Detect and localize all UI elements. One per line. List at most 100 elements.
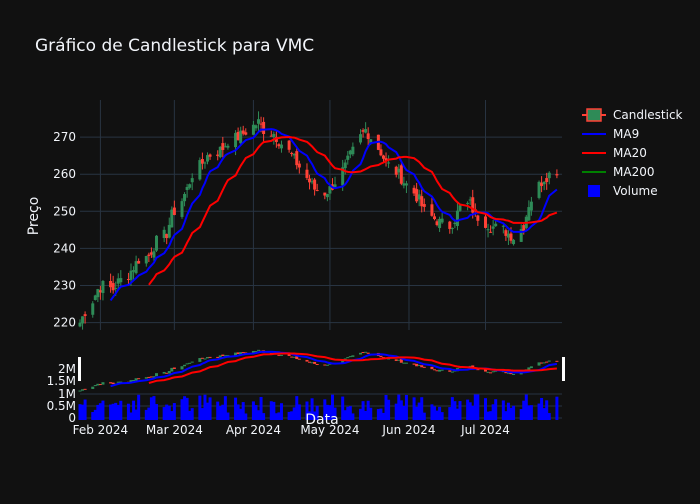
volume-bar [200, 408, 204, 420]
chart-title: Gráfico de Candlestick para VMC [35, 36, 314, 56]
volume-bar [165, 404, 169, 420]
overview-candle [527, 367, 531, 371]
overview-candle [109, 382, 113, 384]
overview-candle [430, 366, 434, 370]
candle-up [190, 178, 194, 183]
volume-bar [272, 401, 276, 420]
candle-down [471, 197, 475, 213]
candle-up [387, 162, 391, 164]
candle-up [450, 228, 454, 230]
overview-candle [221, 354, 225, 356]
y-tick-label: 220 [53, 316, 76, 330]
candle-down [297, 163, 301, 168]
candle-up [325, 194, 329, 198]
y-tick-label: 260 [53, 167, 76, 181]
candle-up [223, 146, 227, 148]
x-tick-label: Mar 2024 [146, 423, 203, 437]
overview-candle [96, 383, 100, 386]
volume-bar [279, 403, 283, 420]
candle-up [506, 233, 510, 238]
volume-bar [440, 412, 444, 420]
volume-bar [180, 399, 184, 420]
volume-bar [315, 405, 319, 420]
volume-bar [188, 410, 192, 420]
volume-bar [402, 405, 406, 420]
volume-bar [473, 394, 477, 420]
candle-down [241, 130, 245, 134]
candle-down [415, 189, 419, 202]
candle-up [486, 229, 490, 231]
candle-down [430, 204, 434, 216]
volume-bar [476, 394, 480, 420]
range-handle-right[interactable] [562, 357, 565, 381]
overview-candle [420, 365, 424, 368]
volume-bar [132, 400, 136, 420]
volume-bar [241, 402, 245, 420]
overview-candle [239, 352, 243, 355]
volume-bar [101, 400, 105, 420]
candle-up [343, 162, 347, 169]
candle-up [351, 146, 355, 155]
legend-label: Volume [613, 184, 658, 198]
legend-label: MA20 [613, 146, 647, 160]
candle-up [170, 209, 174, 228]
candle-down [308, 178, 312, 183]
candle-up [402, 183, 406, 186]
overview-candle [200, 357, 204, 359]
volume-bar [489, 411, 493, 420]
candle-down [432, 216, 436, 220]
overview-candle [506, 372, 510, 374]
candle-up [129, 270, 133, 280]
volume-bar [501, 400, 505, 420]
overview-candle [91, 386, 95, 389]
overview-candle [547, 360, 551, 362]
overview-candle [292, 356, 296, 358]
x-tick-label: Apr 2024 [226, 423, 281, 437]
candle-down [555, 174, 559, 176]
volume-bar [198, 395, 202, 420]
volume-bar [527, 405, 531, 420]
overview-candle [341, 359, 345, 364]
volume-bar [149, 397, 153, 420]
volume-bar [333, 407, 337, 420]
candle-up [206, 155, 210, 162]
overview-candle [545, 361, 549, 363]
volume-bar [83, 399, 87, 420]
overview-candle [297, 358, 301, 360]
candle-up [369, 139, 373, 144]
legend-label: MA9 [613, 127, 639, 141]
candle-up [203, 162, 207, 164]
candle-up [440, 218, 444, 223]
overview-candle [137, 378, 141, 380]
overview-candle [305, 359, 309, 362]
volume-bar [190, 408, 194, 420]
volume-bar [376, 409, 380, 420]
volume-bar [172, 403, 176, 420]
candle-down [126, 279, 130, 281]
candle-down [262, 121, 266, 134]
y-tick-label: 250 [53, 204, 76, 218]
candle-down [208, 154, 212, 157]
candle-down [381, 155, 385, 159]
volume-bar [348, 406, 352, 420]
legend-label: MA200 [613, 165, 654, 179]
volume-bar [98, 403, 102, 420]
candle-up [81, 316, 85, 324]
volume-bar [509, 407, 513, 420]
overview-candle [379, 355, 383, 358]
overview-candle [468, 365, 472, 367]
overview-candle [257, 349, 261, 351]
overview-candle [359, 352, 363, 355]
candle-down [287, 140, 291, 150]
overview-candle [540, 362, 544, 364]
candle-up [404, 183, 408, 186]
range-handle-left[interactable] [78, 357, 81, 381]
volume-bar [366, 400, 370, 420]
overview-candle [504, 372, 508, 374]
overview-candle [208, 356, 212, 358]
overview-candle [295, 356, 299, 360]
volume-bar [359, 408, 363, 420]
volume-bar [468, 402, 472, 420]
candle-up [155, 235, 159, 251]
volume-bar [351, 413, 355, 420]
